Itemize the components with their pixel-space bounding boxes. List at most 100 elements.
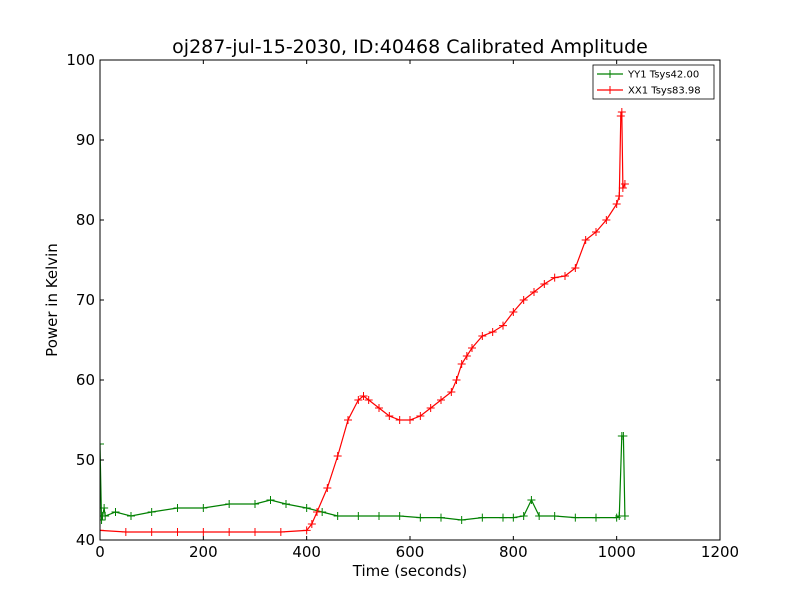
- data-point: [488, 328, 497, 336]
- data-point: [620, 512, 629, 520]
- x-tick-label: 0: [95, 543, 105, 561]
- data-point: [266, 496, 275, 504]
- data-point: [100, 504, 109, 512]
- data-point: [478, 332, 487, 340]
- data-point: [395, 416, 404, 424]
- x-axis: 0 200 400 600 800 1000 1200: [95, 60, 739, 561]
- x-tick-label: 1000: [598, 543, 636, 561]
- data-point: [499, 513, 507, 522]
- data-point: [416, 412, 425, 420]
- data-point: [540, 280, 549, 288]
- y-axis: 40 50 60 70 80 90 100: [66, 51, 720, 549]
- data-point: [127, 512, 135, 520]
- data-point: [359, 392, 368, 400]
- data-point: [437, 396, 445, 404]
- data-point: [519, 296, 528, 304]
- data-point: [251, 500, 259, 508]
- legend: YY1 Tsys42.00 XX1 Tsys83.98: [592, 64, 715, 100]
- data-point: [100, 526, 104, 535]
- data-point: [199, 528, 208, 536]
- data-point: [282, 500, 290, 508]
- series-1: [100, 108, 629, 536]
- data-point: [619, 432, 628, 440]
- data-point: [615, 192, 624, 200]
- data-point: [416, 513, 425, 522]
- y-tick-label: 70: [76, 291, 95, 309]
- legend-label: YY1 Tsys42.00: [627, 70, 699, 81]
- data-point: [302, 526, 311, 535]
- legend-label: XX1 Tsys83.98: [628, 86, 701, 97]
- y-tick-label: 60: [76, 371, 95, 389]
- y-tick-label: 40: [76, 531, 95, 549]
- data-point: [602, 216, 611, 224]
- data-point: [313, 508, 321, 516]
- data-point: [612, 200, 621, 208]
- series-line: [100, 435, 626, 521]
- y-tick-label: 50: [76, 451, 95, 469]
- data-point: [344, 416, 352, 424]
- data-point: [550, 273, 559, 282]
- data-point: [457, 360, 466, 368]
- data-point: [550, 512, 559, 520]
- x-tick-label: 800: [499, 543, 528, 561]
- data-point: [447, 388, 456, 396]
- data-point: [519, 512, 528, 520]
- data-point: [561, 272, 569, 280]
- data-point: [406, 416, 414, 424]
- data-point: [620, 180, 629, 188]
- x-tick-label: 600: [396, 543, 425, 561]
- series-line: [100, 111, 626, 533]
- data-point: [302, 504, 311, 512]
- data-point: [276, 528, 285, 536]
- data-point: [478, 513, 487, 522]
- data-point: [530, 288, 538, 296]
- data-point: [121, 528, 130, 536]
- data-point: [426, 404, 435, 412]
- data-point: [457, 516, 466, 524]
- data-point: [100, 440, 104, 448]
- data-point: [307, 520, 316, 528]
- data-point: [385, 412, 394, 420]
- data-point: [147, 508, 156, 516]
- data-point: [452, 376, 461, 384]
- data-point: [100, 516, 106, 524]
- data-point: [581, 236, 590, 244]
- legend-marker: [606, 70, 614, 78]
- y-tick-label: 80: [76, 211, 95, 229]
- x-axis-label: Time (seconds): [352, 562, 468, 580]
- data-point: [147, 528, 156, 536]
- data-point: [225, 500, 234, 508]
- legend-box: [592, 64, 715, 100]
- data-point: [375, 404, 383, 412]
- data-point: [499, 321, 507, 330]
- series-0: [100, 432, 629, 524]
- x-tick-label: 1200: [701, 543, 739, 561]
- data-point: [199, 504, 208, 512]
- data-point: [354, 396, 363, 404]
- legend-marker: [606, 86, 614, 94]
- plot-area: [100, 108, 629, 536]
- data-point: [509, 308, 518, 316]
- data-point: [173, 504, 182, 512]
- data-point: [616, 112, 625, 120]
- x-tick-label: 400: [292, 543, 321, 561]
- data-point: [535, 512, 544, 520]
- data-point: [618, 184, 627, 192]
- data-point: [592, 228, 600, 236]
- data-point: [617, 108, 626, 116]
- data-point: [395, 512, 404, 520]
- plot-frame: [99, 59, 721, 541]
- data-point: [509, 513, 518, 522]
- data-point: [375, 512, 383, 520]
- data-point: [468, 344, 476, 352]
- y-axis-label: Power in Kelvin: [43, 243, 61, 357]
- data-point: [323, 484, 332, 492]
- data-point: [462, 352, 471, 360]
- data-point: [173, 528, 182, 536]
- data-point: [592, 513, 600, 522]
- data-point: [111, 508, 120, 516]
- data-point: [333, 512, 342, 520]
- data-point: [225, 528, 234, 536]
- x-tick-label: 200: [189, 543, 218, 561]
- data-point: [354, 512, 363, 520]
